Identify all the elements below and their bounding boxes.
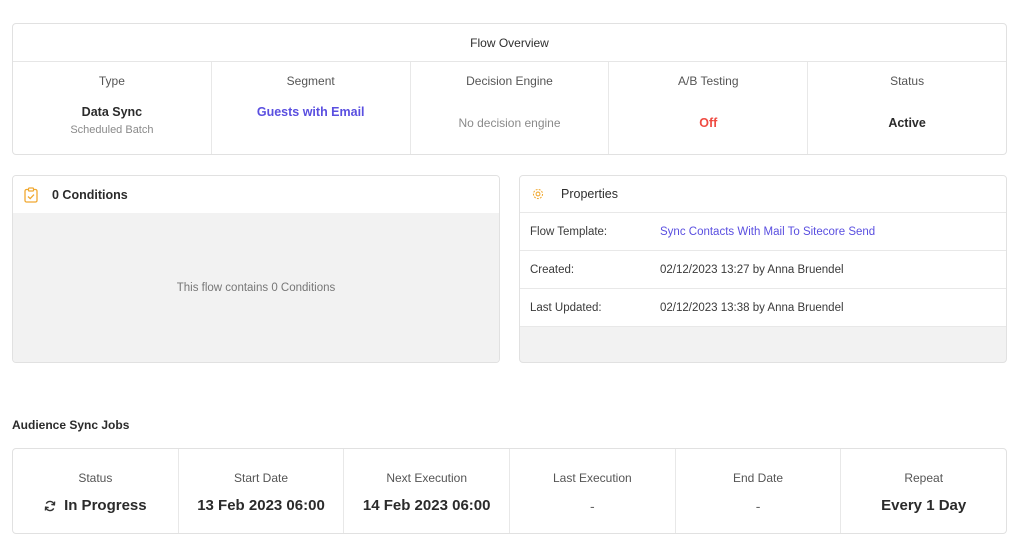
flow-overview-card: Flow Overview Type Data Sync Scheduled B… — [12, 23, 1007, 155]
start-date-value: 13 Feb 2023 06:00 — [197, 497, 325, 514]
properties-title: Properties — [561, 187, 618, 201]
sync-repeat: Repeat Every 1 Day — [841, 449, 1006, 533]
clipboard-check-icon — [24, 186, 38, 203]
audience-sync-jobs-title: Audience Sync Jobs — [12, 418, 130, 432]
property-key: Flow Template: — [530, 225, 608, 238]
property-value: 02/12/2023 13:38 by Anna Bruendel — [660, 301, 844, 314]
properties-header: Properties — [520, 176, 1006, 213]
sync-status-label: Status — [78, 471, 113, 485]
segment-label: Segment — [286, 74, 335, 88]
decision-engine-value: No decision engine — [458, 116, 561, 130]
overview-decision-engine: Decision Engine No decision engine — [411, 62, 610, 154]
properties-card: Properties Flow Template: Sync Contacts … — [519, 175, 1007, 363]
overview-ab-testing: A/B Testing Off — [609, 62, 809, 154]
conditions-empty-panel: This flow contains 0 Conditions — [13, 213, 499, 362]
sync-status: Status In Progress — [13, 449, 179, 533]
property-row-template: Flow Template: Sync Contacts With Mail T… — [520, 213, 1006, 251]
gear-icon — [531, 186, 545, 202]
status-label: Status — [890, 74, 925, 88]
overview-type: Type Data Sync Scheduled Batch — [13, 62, 212, 154]
sync-status-text: In Progress — [64, 497, 147, 514]
repeat-value: Every 1 Day — [881, 497, 967, 514]
property-row-created: Created: 02/12/2023 13:27 by Anna Bruend… — [520, 251, 1006, 289]
flow-template-link[interactable]: Sync Contacts With Mail To Sitecore Send — [660, 225, 876, 238]
flow-overview-title: Flow Overview — [13, 24, 1006, 62]
next-execution-value: 14 Feb 2023 06:00 — [362, 497, 491, 514]
refresh-icon — [44, 500, 56, 512]
type-value: Data Sync — [81, 105, 143, 119]
sync-status-value: In Progress — [44, 497, 147, 514]
sync-last-execution: Last Execution - — [510, 449, 676, 533]
sync-start-date: Start Date 13 Feb 2023 06:00 — [179, 449, 345, 533]
property-key: Created: — [530, 263, 575, 276]
segment-link[interactable]: Guests with Email — [256, 105, 365, 119]
overview-status: Status Active — [808, 62, 1006, 154]
ab-testing-label: A/B Testing — [678, 74, 739, 88]
property-key: Last Updated: — [530, 301, 602, 314]
conditions-title: 0 Conditions — [52, 187, 128, 202]
end-date-value: - — [755, 498, 761, 514]
conditions-empty-text: This flow contains 0 Conditions — [176, 281, 336, 294]
type-label: Type — [98, 74, 125, 88]
last-execution-value: - — [590, 498, 595, 514]
type-sub: Scheduled Batch — [70, 124, 154, 136]
audience-sync-jobs-card: Status In Progress Start Date 13 Feb 202… — [12, 448, 1007, 534]
next-execution-label: Next Execution — [386, 471, 468, 485]
property-row-updated: Last Updated: 02/12/2023 13:38 by Anna B… — [520, 289, 1006, 327]
last-execution-label: Last Execution — [552, 471, 632, 485]
status-value: Active — [888, 116, 926, 130]
conditions-card: 0 Conditions This flow contains 0 Condit… — [12, 175, 500, 363]
end-date-label: End Date — [733, 471, 784, 485]
sync-next-execution: Next Execution 14 Feb 2023 06:00 — [344, 449, 511, 533]
conditions-header: 0 Conditions — [13, 176, 499, 213]
overview-segment: Segment Guests with Email — [212, 62, 411, 154]
decision-engine-label: Decision Engine — [466, 74, 553, 88]
sync-end-date: End Date - — [676, 449, 842, 533]
ab-testing-value: Off — [699, 116, 718, 130]
start-date-label: Start Date — [233, 471, 289, 485]
property-value: 02/12/2023 13:27 by Anna Bruendel — [660, 263, 844, 276]
repeat-label: Repeat — [904, 471, 944, 485]
